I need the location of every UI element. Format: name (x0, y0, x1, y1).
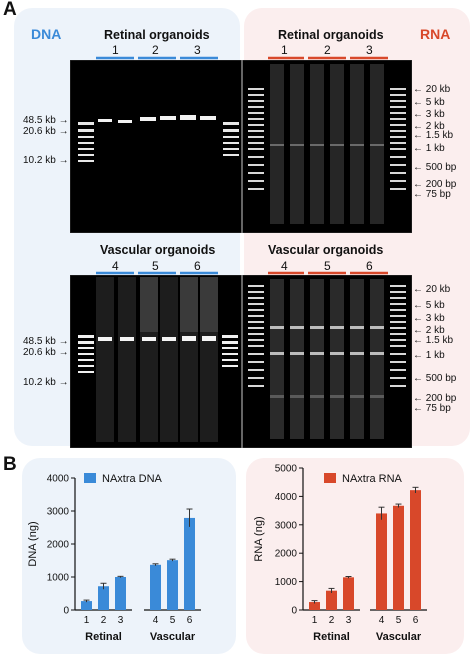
dna-lane-2: 2 (152, 43, 159, 57)
rna-lane-4: 4 (281, 259, 288, 273)
rna-vascular-title: Vascular organoids (268, 243, 384, 257)
rna-chart-group-label-retinal: Retinal (313, 631, 350, 643)
rna-chart-bar-4 (376, 513, 387, 610)
dna-chart-bar-6 (184, 517, 195, 610)
rna-marker-1-5kb-bottom: ← 1.5 kb (413, 335, 454, 346)
dna-lane-5: 5 (152, 259, 159, 273)
rna-lane-3: 3 (366, 43, 373, 57)
rna-chart-bar-3 (343, 577, 354, 610)
rna-lane-1: 1 (281, 43, 288, 57)
rna-chart-x-tick-label-3: 3 (346, 615, 352, 626)
rna-marker-500bp-top: ← 500 bp (413, 162, 457, 173)
rna-chart-bar-2 (326, 590, 337, 610)
rna-chart-background (246, 458, 464, 654)
dna-chart-bar-1 (81, 601, 92, 610)
dna-lane-6: 6 (194, 259, 201, 273)
rna-lane-6: 6 (366, 259, 373, 273)
dna-vascular-title: Vascular organoids (100, 243, 216, 257)
dna-lane-1: 1 (112, 43, 119, 57)
rna-marker-5kb-top: ← 5 kb (413, 97, 445, 108)
rna-marker-2kb-top: ← 2 kb (413, 121, 445, 132)
rna-chart-x-tick-label-2: 2 (329, 615, 335, 626)
dna-marker-20kb-bottom: 20.6 kb → (23, 347, 69, 358)
rna-chart-x-tick-label-1: 1 (312, 615, 318, 626)
rna-chart-bar-1 (309, 602, 320, 610)
dna-chart-x-tick-label-2: 2 (101, 615, 107, 626)
rna-chart-bar-6 (410, 490, 421, 610)
rna-chart-bar-5 (393, 505, 404, 610)
rna-chart-x-tick-label-5: 5 (396, 615, 402, 626)
dna-marker-20kb-top: 20.6 kb → (23, 126, 69, 137)
rna-marker-200bp-bottom: ← 200 bp (413, 393, 457, 404)
rna-marker-75bp-top: ← 75 bp (413, 189, 451, 200)
rna-marker-1kb-bottom: ← 1 kb (413, 350, 445, 361)
dna-lane-4: 4 (112, 259, 119, 273)
rna-marker-75bp-bottom: ← 75 bp (413, 403, 451, 414)
dna-retinal-title: Retinal organoids (104, 28, 210, 42)
panel-label-a: A (3, 0, 17, 20)
dna-chart-y-tick-label-3: 3000 (47, 507, 70, 518)
rna-lane-2: 2 (324, 43, 331, 57)
rna-marker-500bp-bottom: ← 500 bp (413, 373, 457, 384)
gel-image-vascular (70, 275, 412, 448)
dna-marker-48kb-top: 48.5 kb → (23, 115, 69, 126)
dna-chart-y-tick-label-2: 2000 (47, 540, 70, 551)
rna-header: RNA (420, 26, 451, 42)
rna-marker-2kb-bottom: ← 2 kb (413, 325, 445, 336)
gel-image-retinal (70, 60, 412, 233)
dna-lane-3: 3 (194, 43, 201, 57)
rna-marker-1-5kb-top: ← 1.5 kb (413, 130, 454, 141)
rna-chart-legend-swatch (324, 473, 336, 483)
rna-chart-x-tick-label-4: 4 (379, 615, 385, 626)
rna-chart-y-label: RNA (ng) (253, 516, 265, 561)
rna-marker-3kb-bottom: ← 3 kb (413, 313, 445, 324)
dna-chart-y-tick-label-1: 1000 (47, 573, 70, 584)
dna-chart-x-tick-label-6: 6 (187, 615, 193, 626)
rna-marker-200bp-top: ← 200 bp (413, 179, 457, 190)
rna-marker-20kb-top: ← 20 kb (413, 84, 451, 95)
rna-retinal-title: Retinal organoids (278, 28, 384, 42)
dna-chart-bar-3 (115, 577, 126, 610)
rna-marker-20kb-bottom: ← 20 kb (413, 284, 451, 295)
dna-chart-y-tick-label-0: 0 (63, 606, 69, 617)
dna-chart-x-tick-label-5: 5 (170, 615, 176, 626)
rna-chart-y-tick-label-5: 5000 (275, 464, 298, 475)
dna-bar-chart: 0 1000 2000 3000 4000 DNA (ng) Retinal 1 2 3 Vascu… (27, 473, 201, 643)
rna-marker-3kb-top: ← 3 kb (413, 109, 445, 120)
dna-chart-bar-4 (150, 564, 161, 610)
rna-bar-chart: 0 1000 2000 3000 4000 5000 RNA (ng) Retinal 1 2 3 V… (253, 464, 427, 643)
dna-marker-10kb-bottom: 10.2 kb → (23, 377, 69, 388)
dna-marker-48kb-bottom: 48.5 kb → (23, 336, 69, 347)
dna-chart-bar-5 (167, 560, 178, 610)
rna-marker-5kb-bottom: ← 5 kb (413, 300, 445, 311)
panel-label-b: B (3, 454, 17, 475)
rna-chart-group-label-vascular: Vascular (376, 631, 422, 643)
dna-chart-legend-swatch (84, 473, 96, 483)
dna-chart-y-tick-label-4: 4000 (47, 474, 70, 485)
dna-chart-legend-label: NAxtra DNA (102, 473, 163, 485)
dna-chart-group-label-retinal: Retinal (85, 631, 122, 643)
rna-chart-legend-label: NAxtra RNA (342, 473, 403, 485)
rna-lane-5: 5 (324, 259, 331, 273)
rna-chart-y-tick-label-1: 1000 (275, 577, 298, 588)
dna-chart-x-tick-label-1: 1 (84, 615, 90, 626)
rna-chart-y-tick-label-4: 4000 (275, 492, 298, 503)
dna-chart-x-tick-label-3: 3 (118, 615, 124, 626)
dna-chart-bar-2 (98, 586, 109, 610)
dna-chart-background (22, 458, 236, 654)
rna-chart-x-tick-label-6: 6 (413, 615, 419, 626)
rna-marker-1kb-top: ← 1 kb (413, 143, 445, 154)
dna-chart-group-label-vascular: Vascular (150, 631, 196, 643)
rna-chart-y-tick-label-3: 3000 (275, 520, 298, 531)
dna-chart-y-label: DNA (ng) (27, 521, 39, 566)
rna-chart-y-tick-label-0: 0 (291, 606, 297, 617)
dna-header: DNA (31, 26, 62, 42)
dna-marker-10kb-top: 10.2 kb → (23, 155, 69, 166)
dna-chart-x-tick-label-4: 4 (153, 615, 159, 626)
rna-chart-y-tick-label-2: 2000 (275, 549, 298, 560)
